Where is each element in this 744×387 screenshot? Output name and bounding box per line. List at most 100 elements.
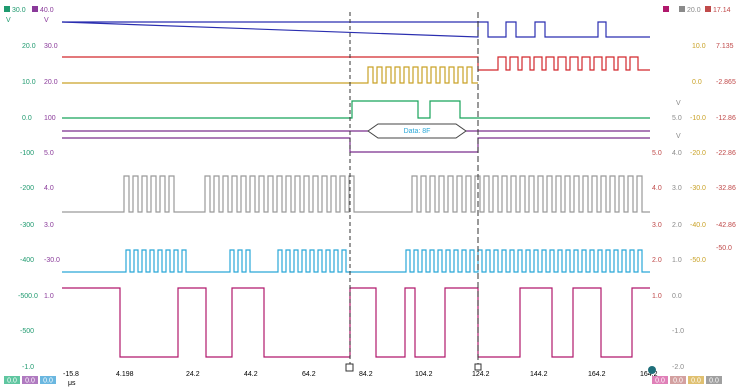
channel-tab[interactable] xyxy=(652,376,668,384)
x-tick-label: 4.198 xyxy=(116,371,134,378)
channel-tab[interactable] xyxy=(670,376,686,384)
right-axis-orange-label: 0.0 xyxy=(692,79,702,86)
channel-tab-label: 0.0 xyxy=(673,378,683,385)
right-axis-red2-label: -22.86 xyxy=(716,150,736,157)
x-tick-label: 84.2 xyxy=(359,371,373,378)
channel-tab[interactable] xyxy=(40,376,56,384)
right-axis-gray-label: 1.0 xyxy=(672,257,682,264)
trace-magenta xyxy=(62,287,650,358)
cursor-b-handle[interactable] xyxy=(474,363,482,371)
right-axis-red2-label: -32.86 xyxy=(716,185,736,192)
bottom-left-tabs: 0.0 0.0 0.0 xyxy=(4,376,56,385)
channel-tab-label: 0.0 xyxy=(709,378,719,385)
channel-b-scale: 40.0 xyxy=(40,7,54,14)
trace-gray xyxy=(62,175,650,213)
x-axis: -15.8 4.198 24.2 44.2 64.2 84.2 104.2 12… xyxy=(63,371,658,387)
channel-tab-label: 0.0 xyxy=(691,378,701,385)
trace-purple-bottom xyxy=(62,137,650,153)
x-tick-label: 44.2 xyxy=(244,371,258,378)
left-axis-purple-label: 30.0 xyxy=(44,43,58,50)
channel-tab-label: 0.0 xyxy=(43,378,53,385)
right-axis-red2-label: 7.135 xyxy=(716,43,734,50)
right-axis-red2-label: -12.86 xyxy=(716,115,736,122)
x-tick-label: 164.2 xyxy=(588,371,606,378)
left-axis-green-label: -300 xyxy=(20,222,34,229)
left-axis-green-label: 20.0 xyxy=(22,43,36,50)
bottom-right-tabs: 0.0 0.0 0.0 0.0 xyxy=(648,366,722,385)
channel-tab-label: 0.0 xyxy=(7,378,17,385)
left-axis-purple-label: 3.0 xyxy=(44,222,54,229)
trace-red xyxy=(62,56,650,71)
top-right-markers: 20.0 17.14 V V xyxy=(663,6,731,140)
right-axis-red2-label: -2.865 xyxy=(716,79,736,86)
right-axis-gray-label: 5.0 xyxy=(672,115,682,122)
bus-decode-packet[interactable] xyxy=(367,123,467,139)
channel-e-unit: V xyxy=(676,133,681,140)
left-axis-purple-label: 100 xyxy=(44,115,56,122)
x-tick-label: 144.2 xyxy=(530,371,548,378)
right-axis-red-label: 1.0 xyxy=(652,293,662,300)
left-axis-purple-label: -30.0 xyxy=(44,257,60,264)
channel-tab[interactable] xyxy=(4,376,20,384)
channel-a-scale: 30.0 xyxy=(12,7,26,14)
right-axis-gray-label: 4.0 xyxy=(672,150,682,157)
channel-tab-label: 0.0 xyxy=(25,378,35,385)
channel-tab[interactable] xyxy=(688,376,704,384)
channel-a-unit: V xyxy=(6,17,11,24)
left-axis-purple-label: 20.0 xyxy=(44,79,58,86)
right-axis-orange-label: -40.0 xyxy=(690,222,706,229)
channel-tab[interactable] xyxy=(22,376,38,384)
left-axis-green-label: -100 xyxy=(20,150,34,157)
cursor-a-handle[interactable] xyxy=(345,363,354,372)
top-left-markers: 30.0 40.0 V V xyxy=(4,6,54,24)
right-axis-gray-label: -1.0 xyxy=(672,328,684,335)
right-axis-red2-label: -42.86 xyxy=(716,222,736,229)
channel-d-marker-icon xyxy=(679,6,685,12)
trigger-point-icon[interactable] xyxy=(648,366,656,374)
x-tick-label: 104.2 xyxy=(415,371,433,378)
x-tick-label: 124.2 xyxy=(472,371,490,378)
right-axis-gray-label: 3.0 xyxy=(672,185,682,192)
left-axis-purple-label: 1.0 xyxy=(44,293,54,300)
channel-e-marker-icon xyxy=(705,6,711,12)
trace-blue xyxy=(61,21,650,38)
right-axis-orange-label: 10.0 xyxy=(692,43,706,50)
right-axis-orange-label: -30.0 xyxy=(690,185,706,192)
channel-e-scale: 17.14 xyxy=(713,7,731,14)
left-axis-green-label: 0.0 xyxy=(22,115,32,122)
channel-tab[interactable] xyxy=(706,376,722,384)
left-axis-green-label: -500.0 xyxy=(18,293,38,300)
left-axis-green-label: -200 xyxy=(20,185,34,192)
channel-d-scale: 20.0 xyxy=(687,7,701,14)
right-axis-orange-label: -50.0 xyxy=(690,257,706,264)
left-axis-purple-label: 4.0 xyxy=(44,185,54,192)
x-axis-unit: μs xyxy=(68,380,76,387)
trace-gold xyxy=(62,66,478,84)
trace-green xyxy=(62,100,650,119)
channel-a-marker-icon xyxy=(4,6,10,12)
left-axis-green-label: -500 xyxy=(20,328,34,335)
right-axis: 5.0 4.0 3.0 2.0 1.0 5.0 4.0 3.0 2.0 1.0 … xyxy=(652,43,736,371)
x-tick-label: -15.8 xyxy=(63,371,79,378)
x-tick-label: 164.2 xyxy=(640,371,658,378)
right-axis-red-label: 2.0 xyxy=(652,257,662,264)
channel-b-marker-icon xyxy=(32,6,38,12)
left-axis-purple-label: 5.0 xyxy=(44,150,54,157)
trace-area xyxy=(61,21,650,358)
bus-decode-label: Data: 8F xyxy=(404,128,431,135)
x-tick-label: 24.2 xyxy=(186,371,200,378)
channel-c-marker-icon xyxy=(663,6,669,12)
right-axis-red-label: 3.0 xyxy=(652,222,662,229)
right-axis-gray-label: 2.0 xyxy=(672,222,682,229)
left-axis: 20.0 10.0 0.0 -100 -200 -300 -400 -500.0… xyxy=(18,43,60,371)
right-axis-orange-label: -20.0 xyxy=(690,150,706,157)
right-axis-gray-label: -2.0 xyxy=(672,364,684,371)
right-axis-orange-label: -10.0 xyxy=(690,115,706,122)
left-axis-green-label: -1.0 xyxy=(22,364,34,371)
trace-cyan xyxy=(62,249,650,273)
channel-tab-label: 0.0 xyxy=(655,378,665,385)
right-axis-red-label: 4.0 xyxy=(652,185,662,192)
left-axis-green-label: 10.0 xyxy=(22,79,36,86)
right-axis-gray-label: 0.0 xyxy=(672,293,682,300)
